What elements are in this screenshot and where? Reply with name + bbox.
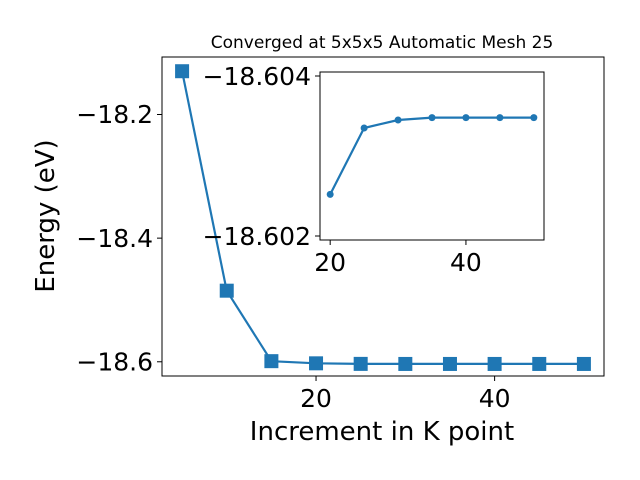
main-data-point-9 bbox=[576, 356, 591, 371]
main-y-tick-label-2: −18.6 bbox=[76, 348, 153, 377]
inset-data-point-4 bbox=[462, 114, 470, 122]
main-frame bbox=[161, 56, 605, 377]
main-data-point-0 bbox=[175, 64, 190, 79]
inset-data-point-1 bbox=[360, 124, 368, 132]
main-data-point-3 bbox=[309, 356, 324, 371]
main-y-tick-label-0: −18.2 bbox=[76, 100, 153, 129]
main-data-point-4 bbox=[353, 356, 368, 371]
inset-frame bbox=[319, 71, 545, 241]
main-data-point-7 bbox=[487, 356, 502, 371]
inset-x-tick-label-1: 40 bbox=[450, 248, 482, 277]
main-data-point-5 bbox=[398, 356, 413, 371]
inset-data-point-3 bbox=[428, 114, 436, 122]
inset-data-point-2 bbox=[394, 116, 402, 124]
inset-data-point-0 bbox=[326, 190, 334, 198]
main-data-point-6 bbox=[442, 356, 457, 371]
inset-data-point-5 bbox=[496, 114, 504, 122]
inset-plot-area: 20 40 −18.604 −18.602 bbox=[203, 62, 545, 277]
main-x-tick-label-1: 40 bbox=[479, 384, 511, 413]
main-data-point-2 bbox=[264, 354, 279, 369]
main-y-axis-label: Energy (eV) bbox=[31, 139, 61, 292]
inset-y-tick-label-0: −18.604 bbox=[203, 62, 311, 91]
main-series-line bbox=[181, 70, 584, 365]
main-plot-area: 20 40 −18.2 −18.4 −18.6 bbox=[76, 56, 605, 413]
main-x-tick-label-0: 20 bbox=[300, 384, 332, 413]
inset-data-point-6 bbox=[530, 114, 538, 122]
inset-x-tick-label-0: 20 bbox=[314, 248, 346, 277]
main-y-tick-label-1: −18.4 bbox=[76, 224, 153, 253]
main-data-point-8 bbox=[532, 356, 547, 371]
main-data-point-1 bbox=[219, 283, 234, 298]
main-x-axis-label: Increment in K point bbox=[250, 417, 514, 447]
main-chart-title: Converged at 5x5x5 Automatic Mesh 25 bbox=[211, 33, 554, 53]
inset-y-tick-label-1: −18.602 bbox=[203, 222, 311, 251]
